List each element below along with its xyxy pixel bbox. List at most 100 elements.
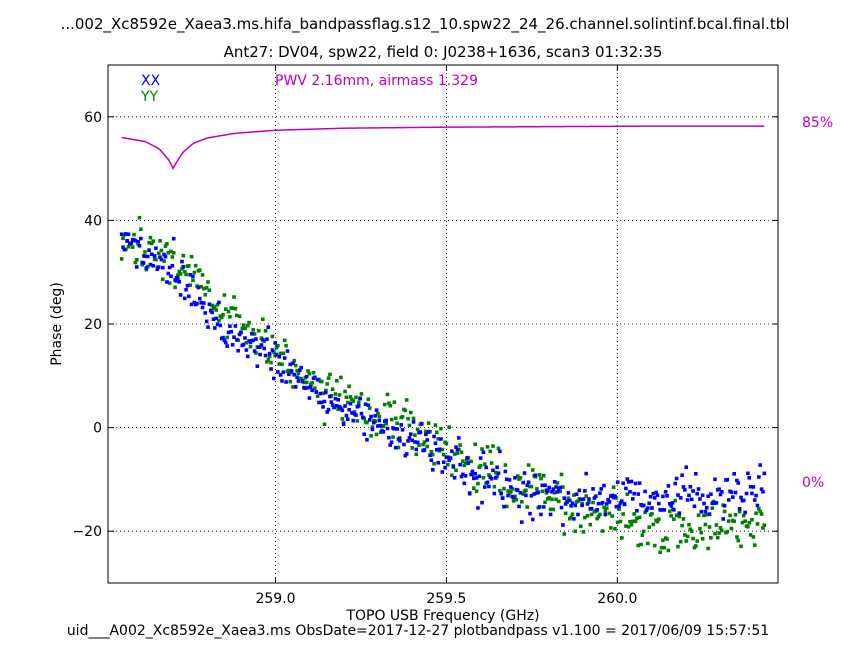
data-point-xx (628, 490, 632, 494)
data-point-xx (276, 370, 280, 374)
data-point-yy (306, 369, 310, 373)
data-point-xx (636, 492, 641, 496)
data-point-yy (219, 315, 224, 320)
data-point-yy (472, 486, 476, 491)
data-point-xx (439, 437, 443, 441)
data-point-yy (556, 499, 561, 504)
data-point-yy (143, 250, 147, 254)
data-point-xx (703, 509, 708, 514)
data-point-yy (743, 519, 747, 523)
data-point-xx (188, 272, 192, 277)
data-point-xx (347, 407, 351, 412)
data-point-xx (462, 481, 467, 486)
data-point-xx (706, 494, 710, 498)
data-point-xx (711, 501, 716, 506)
data-point-yy (503, 463, 508, 467)
data-point-xx (335, 404, 339, 408)
data-point-yy (202, 286, 206, 291)
data-point-yy (237, 314, 242, 319)
data-point-yy (234, 313, 239, 318)
data-point-xx (447, 458, 451, 463)
data-point-yy (263, 328, 268, 333)
data-point-xx (356, 404, 361, 408)
data-point-yy (554, 497, 558, 502)
data-point-xx (659, 508, 664, 512)
data-point-xx (388, 443, 393, 447)
data-point-xx (440, 470, 445, 474)
data-point-xx (418, 430, 423, 434)
data-point-xx (343, 404, 347, 408)
data-point-yy (762, 523, 767, 527)
data-point-xx (493, 476, 498, 480)
data-point-xx (144, 266, 149, 270)
data-point-xx (511, 495, 516, 500)
data-point-xx (350, 411, 354, 415)
x-tick-label: 259.0 (255, 591, 295, 607)
data-point-yy (396, 445, 401, 450)
data-point-yy (509, 489, 513, 494)
data-point-xx (689, 497, 694, 502)
data-point-xx (731, 495, 735, 499)
data-point-xx (736, 481, 741, 485)
data-point-yy (584, 494, 588, 498)
data-point-xx (519, 520, 524, 524)
data-point-xx (163, 254, 168, 259)
data-point-xx (252, 349, 257, 353)
data-point-xx (133, 238, 138, 243)
data-point-yy (247, 320, 251, 325)
data-point-xx (125, 238, 129, 243)
data-point-yy (502, 486, 506, 491)
right-axis-label-top: 85% (802, 115, 833, 131)
right-axis-label-bottom: 0% (802, 475, 824, 491)
data-point-yy (640, 533, 645, 537)
data-point-xx (466, 461, 471, 465)
data-point-xx (629, 479, 634, 484)
data-point-yy (313, 386, 317, 391)
data-point-xx (437, 447, 442, 451)
data-point-yy (548, 507, 553, 512)
data-point-xx (359, 411, 364, 416)
data-point-yy (607, 511, 612, 516)
data-point-xx (573, 503, 578, 508)
data-point-xx (610, 493, 615, 498)
data-point-xx (446, 455, 450, 459)
data-point-xx (251, 338, 256, 343)
data-point-xx (665, 494, 669, 498)
data-point-yy (355, 419, 360, 423)
data-point-xx (154, 246, 158, 250)
data-point-xx (318, 391, 323, 396)
data-point-xx (626, 480, 631, 484)
data-point-yy (133, 260, 138, 265)
data-point-xx (547, 485, 551, 490)
data-point-xx (414, 447, 419, 452)
data-point-yy (348, 395, 353, 399)
data-point-xx (215, 322, 220, 326)
data-point-yy (347, 384, 351, 389)
data-point-xx (277, 354, 282, 359)
data-point-xx (529, 493, 534, 498)
data-point-yy (463, 461, 468, 466)
data-point-xx (377, 418, 382, 423)
data-point-xx (474, 476, 479, 480)
data-point-yy (530, 468, 535, 472)
data-point-yy (650, 511, 654, 516)
data-point-yy (720, 528, 724, 533)
data-point-yy (429, 449, 434, 454)
data-point-xx (709, 492, 713, 496)
data-point-xx (336, 398, 340, 402)
data-point-yy (657, 517, 661, 521)
data-point-yy (725, 529, 730, 534)
data-point-yy (614, 496, 619, 500)
data-point-yy (333, 392, 338, 396)
data-point-xx (694, 471, 698, 476)
data-point-yy (755, 522, 760, 526)
data-point-yy (266, 357, 271, 362)
data-point-yy (707, 525, 712, 529)
data-point-xx (707, 512, 712, 516)
data-point-xx (228, 324, 232, 328)
data-point-xx (123, 232, 128, 236)
data-point-yy (310, 381, 314, 385)
data-point-yy (676, 544, 680, 549)
data-point-yy (696, 513, 701, 518)
x-tick-label: 259.5 (426, 591, 466, 607)
